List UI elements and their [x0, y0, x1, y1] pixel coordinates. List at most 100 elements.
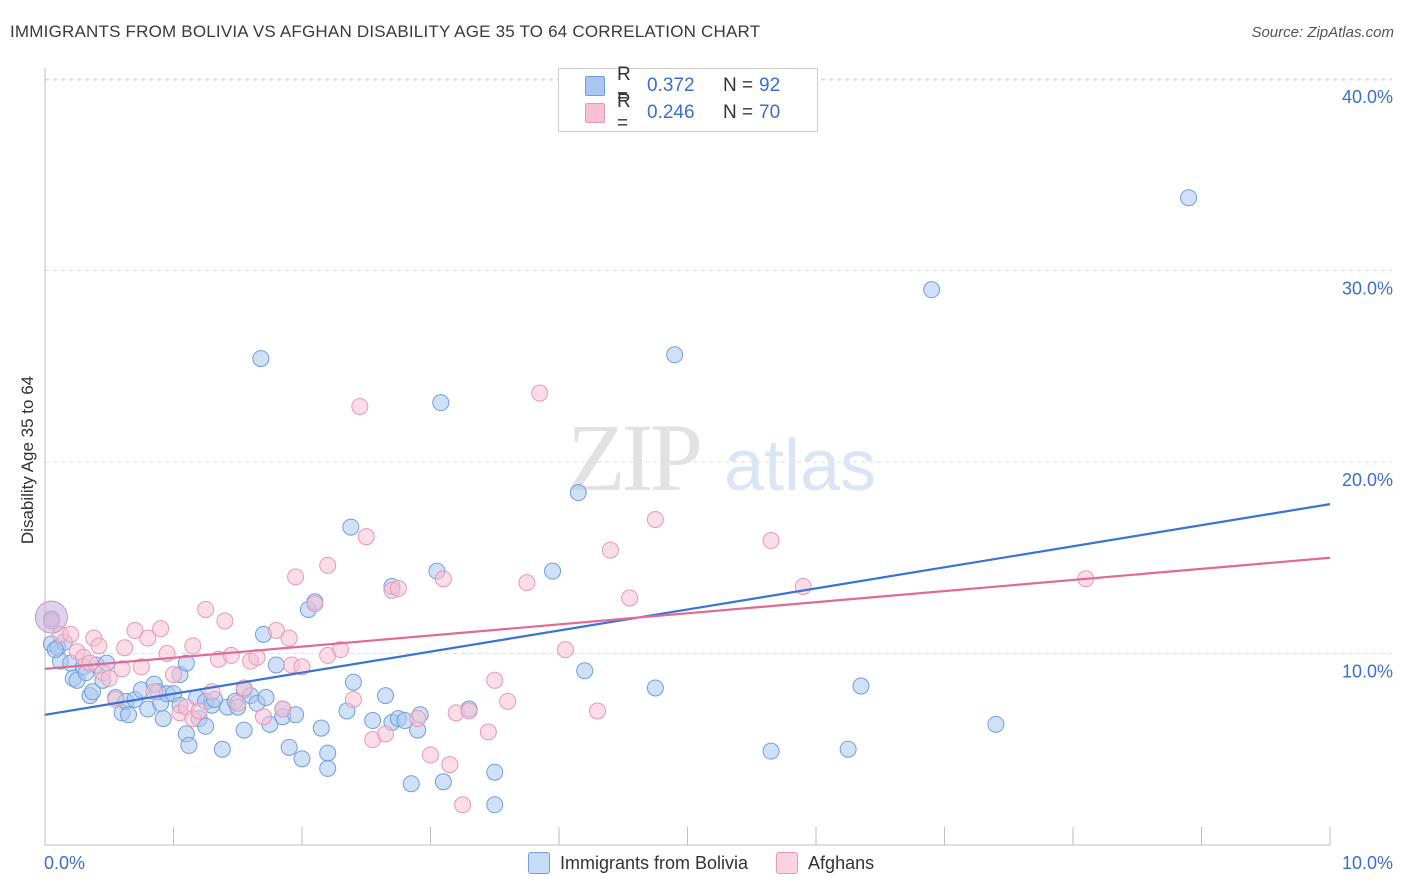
- data-point-afghan: [344, 690, 362, 708]
- trend-line-bolivia: [44, 503, 1331, 716]
- data-point-bolivia: [646, 679, 664, 697]
- data-point-bolivia: [154, 710, 172, 728]
- legend-n-label: N =: [723, 102, 754, 123]
- data-point-afghan: [248, 648, 266, 666]
- data-point-afghan: [589, 702, 607, 720]
- data-point-afghan: [184, 637, 202, 655]
- data-point-afghan: [222, 646, 240, 664]
- bottom-legend-swatch-bolivia: [528, 852, 550, 874]
- data-point-afghan: [116, 639, 134, 657]
- data-point-afghan: [235, 679, 253, 697]
- data-point-afghan: [267, 622, 285, 640]
- axes: [44, 68, 1331, 846]
- data-point-bolivia: [666, 346, 684, 364]
- data-point-afghan: [139, 629, 157, 647]
- data-point-afghan: [306, 595, 324, 613]
- data-point-bolivia: [377, 687, 395, 705]
- data-point-bolivia: [762, 742, 780, 760]
- data-point-bolivia: [319, 759, 337, 777]
- data-point-afghan: [434, 570, 452, 588]
- data-point-afghan: [460, 702, 478, 720]
- data-point-afghan: [190, 702, 208, 720]
- data-point-bolivia: [197, 717, 215, 735]
- data-point-bolivia: [852, 677, 870, 695]
- data-point-bolivia: [344, 673, 362, 691]
- data-point-bolivia: [1180, 189, 1198, 207]
- legend-box: R = 0.372 N = 92 R = 0.246 N = 70: [558, 64, 818, 134]
- data-point-afghan: [762, 532, 780, 550]
- y-tick-label: 30.0%: [1342, 279, 1393, 299]
- legend-r-label: R =: [617, 91, 631, 134]
- data-point-afghan: [454, 796, 472, 814]
- legend-r-value: 0.372: [647, 75, 695, 96]
- data-point-bolivia: [180, 736, 198, 754]
- data-point-afghan: [126, 622, 144, 640]
- data-point-afghan: [100, 669, 118, 687]
- data-point-afghan: [81, 654, 99, 672]
- data-point-bolivia: [434, 773, 452, 791]
- data-point-bolivia: [923, 281, 941, 299]
- data-point-afghan: [165, 666, 182, 684]
- y-tick-label: 40.0%: [1342, 87, 1393, 107]
- data-point-afghan: [254, 708, 272, 726]
- data-point-afghan: [518, 574, 536, 592]
- data-point-afghan: [90, 637, 108, 655]
- data-point-afghan: [556, 641, 574, 659]
- bottom-legend-label-bolivia: Immigrants from Bolivia: [560, 852, 749, 873]
- data-point-bolivia: [252, 350, 270, 368]
- data-point-bolivia: [312, 719, 330, 737]
- data-point-afghan: [486, 671, 504, 689]
- legend-swatch-bolivia: [585, 76, 605, 96]
- y-tick-label: 10.0%: [1342, 662, 1393, 682]
- legend-swatch-afghan: [585, 103, 605, 123]
- bottom-legend: Immigrants from Bolivia Afghans: [528, 852, 902, 874]
- data-point-bolivia: [319, 744, 337, 762]
- data-point-afghan: [646, 510, 664, 528]
- data-point-bolivia: [177, 654, 195, 672]
- trend-line-afghan: [44, 556, 1331, 670]
- gridlines: [45, 78, 1392, 654]
- data-point-afghan: [441, 756, 459, 774]
- x-tick-label: 0.0%: [44, 853, 85, 873]
- watermark-atlas: atlas: [724, 426, 876, 506]
- data-point-afghan: [319, 556, 337, 574]
- data-point-afghan: [621, 589, 639, 607]
- data-point-bolivia: [342, 518, 360, 536]
- chart-title: IMMIGRANTS FROM BOLIVIA VS AFGHAN DISABI…: [10, 22, 761, 41]
- data-point-cluster: [34, 600, 68, 634]
- data-point-bolivia: [544, 562, 562, 580]
- data-point-afghan: [601, 541, 619, 559]
- data-point-afghan: [479, 723, 497, 741]
- watermark: ZIP atlas: [567, 404, 876, 511]
- data-point-afghan: [357, 528, 375, 546]
- data-point-afghan: [132, 658, 150, 676]
- data-point-afghan: [531, 384, 549, 402]
- data-point-afghan: [113, 660, 131, 678]
- data-point-afghan: [62, 625, 80, 643]
- data-point-afghan: [422, 746, 439, 764]
- source-label: Source: ZipAtlas.com: [1251, 24, 1394, 41]
- data-point-afghan: [280, 629, 298, 647]
- legend-n-label: N =: [723, 75, 754, 96]
- data-point-bolivia: [576, 662, 594, 680]
- data-point-bolivia: [235, 721, 253, 739]
- data-point-afghan: [389, 579, 407, 597]
- bottom-legend-swatch-afghan: [776, 852, 799, 874]
- data-point-afghan: [197, 600, 215, 618]
- data-point-bolivia: [364, 712, 382, 730]
- bottom-legend-label-afghan: Afghans: [808, 852, 875, 873]
- bottom-legend-bolivia[interactable]: Immigrants from Bolivia: [528, 852, 748, 874]
- data-point-afghan: [229, 694, 247, 712]
- data-point-bolivia: [120, 706, 138, 724]
- data-point-bolivia: [402, 775, 420, 793]
- legend-r-value: 0.246: [647, 102, 695, 123]
- legend-r-label: R =: [617, 64, 631, 107]
- data-point-afghan: [274, 700, 292, 718]
- bottom-legend-afghan[interactable]: Afghans: [776, 852, 874, 874]
- data-point-bolivia: [267, 656, 285, 674]
- data-point-bolivia: [839, 740, 857, 758]
- data-point-bolivia: [293, 750, 311, 768]
- data-point-afghan: [409, 710, 427, 728]
- data-point-bolivia: [84, 683, 102, 701]
